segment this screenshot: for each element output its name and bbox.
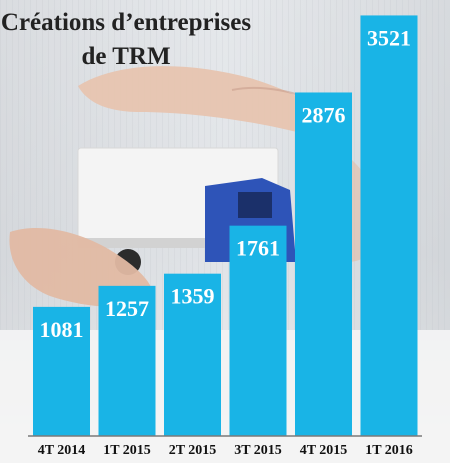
bar-value-label: 3521 — [367, 25, 411, 50]
bar-4t-2015 — [295, 92, 352, 436]
bar-1t-2015 — [98, 285, 156, 436]
category-label: 4T 2014 — [38, 443, 86, 458]
bars-layer — [33, 15, 418, 437]
bar-2t-2015 — [164, 273, 221, 436]
bar-value-label: 2876 — [302, 102, 346, 127]
category-label: 4T 2015 — [300, 443, 348, 458]
value-labels-layer: 1081 1257 1359 1761 2876 3521 — [40, 25, 412, 341]
category-label: 1T 2015 — [103, 443, 151, 458]
category-label: 1T 2016 — [365, 443, 413, 458]
bar-value-label: 1257 — [105, 296, 149, 321]
chart-subtitle: de TRM — [81, 43, 170, 70]
bar-value-label: 1359 — [171, 284, 215, 309]
bar-value-label: 1081 — [40, 317, 84, 342]
bar-value-label: 1761 — [236, 236, 280, 261]
bar-1t-2016 — [360, 15, 418, 437]
chart-title-block: Créations d’entreprises de TRM — [1, 9, 251, 70]
chart-title: Créations d’entreprises — [1, 9, 251, 36]
category-label: 3T 2015 — [234, 443, 282, 458]
category-label: 2T 2015 — [169, 443, 217, 458]
bar-3t-2015 — [229, 225, 287, 436]
category-labels-layer: 4T 2014 1T 2015 2T 2015 3T 2015 4T 2015 1T 20… — [38, 443, 413, 458]
bar-4t-2014 — [33, 306, 90, 436]
